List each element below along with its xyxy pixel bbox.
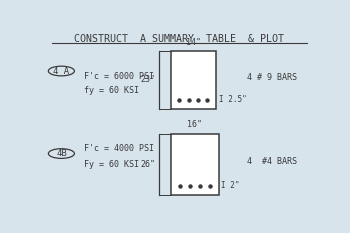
Text: F'c = 6000 PSI: F'c = 6000 PSI (84, 72, 154, 81)
Text: Fy = 60 KSI: Fy = 60 KSI (84, 160, 139, 169)
Bar (171, 51, 216, 109)
Text: 4B: 4B (56, 149, 67, 158)
Text: CONSTRUCT  A SUMMARY  TABLE  & PLOT: CONSTRUCT A SUMMARY TABLE & PLOT (74, 34, 284, 44)
Text: 26": 26" (140, 160, 155, 169)
Text: fy = 60 KSI: fy = 60 KSI (84, 86, 139, 95)
Text: I 2.5": I 2.5" (219, 95, 246, 104)
Text: 4 A: 4 A (53, 66, 69, 75)
Text: 16": 16" (188, 120, 202, 129)
Text: I 2": I 2" (222, 181, 240, 190)
Text: 14": 14" (186, 38, 201, 47)
Bar (171, 134, 219, 195)
Text: 4 # 9 BARS: 4 # 9 BARS (247, 73, 296, 82)
Text: 23": 23" (140, 75, 155, 85)
Text: F'c = 4000 PSI: F'c = 4000 PSI (84, 144, 154, 153)
Text: 4  #4 BARS: 4 #4 BARS (247, 157, 296, 166)
